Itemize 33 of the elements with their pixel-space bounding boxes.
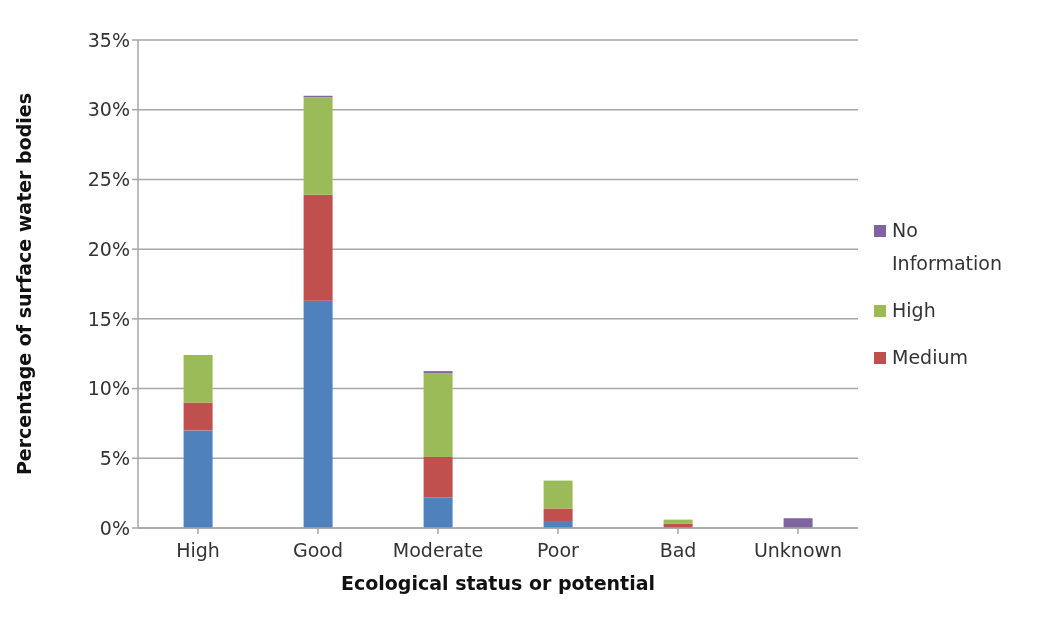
y-tick-label: 30% <box>87 98 130 121</box>
legend-label: High <box>892 298 937 323</box>
x-tick-label: Moderate <box>392 539 484 562</box>
bar <box>543 508 573 522</box>
y-tick-label: 25% <box>87 168 130 191</box>
legend-label: No Information <box>892 218 1003 276</box>
bar <box>783 518 813 528</box>
bar <box>423 456 453 498</box>
y-tick-label: 35% <box>87 28 130 51</box>
x-tick-label: Bad <box>659 539 697 562</box>
bar <box>183 430 213 528</box>
x-tick-label: High <box>176 539 220 562</box>
y-tick-label: 5% <box>99 447 130 470</box>
bar <box>423 371 453 374</box>
bar <box>303 300 333 528</box>
y-tick-label: 0% <box>99 516 130 539</box>
legend-label: Medium <box>892 345 969 370</box>
x-tick-label: Good <box>292 539 344 562</box>
x-axis-title: Ecological status or potential <box>340 572 656 594</box>
bar <box>543 480 573 509</box>
x-tick-label: Unknown <box>753 539 843 562</box>
x-tick-label: Poor <box>537 539 580 562</box>
y-tick-label: 10% <box>87 377 130 400</box>
bar <box>183 355 213 403</box>
bar <box>663 519 693 524</box>
bar <box>303 97 333 195</box>
bar <box>303 194 333 301</box>
y-tick-label: 20% <box>87 237 130 260</box>
y-tick-label: 15% <box>87 307 130 330</box>
y-axis-title: Percentage of surface water bodies <box>12 92 35 476</box>
bar <box>183 402 213 431</box>
bar <box>423 497 453 528</box>
bar <box>423 373 453 457</box>
